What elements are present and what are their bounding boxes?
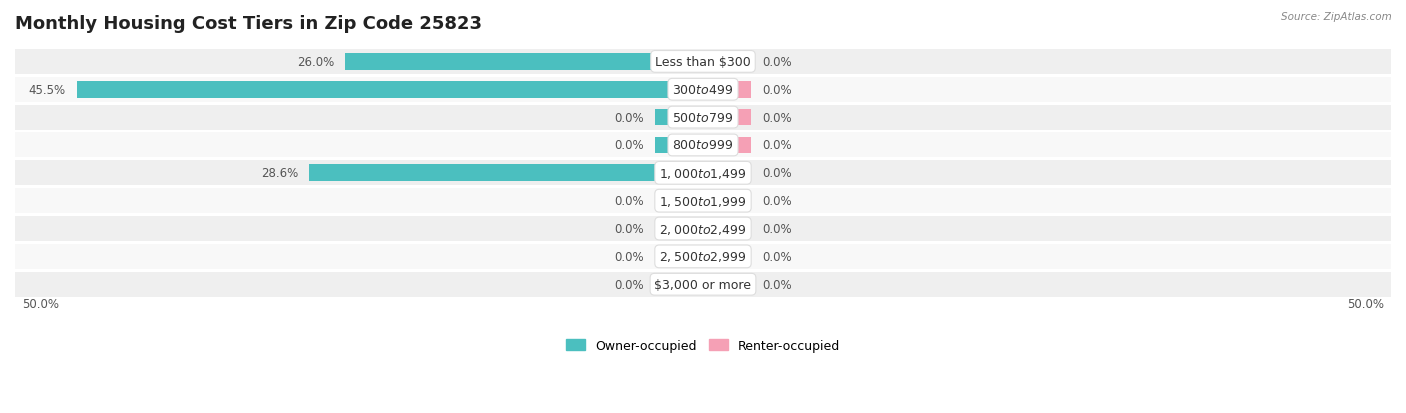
Text: 0.0%: 0.0% [762,278,792,291]
Text: $500 to $799: $500 to $799 [672,112,734,124]
Text: 0.0%: 0.0% [762,56,792,69]
Bar [655,249,703,265]
Text: 28.6%: 28.6% [262,167,298,180]
Bar [15,244,1391,269]
Bar [703,165,751,182]
Text: 0.0%: 0.0% [762,167,792,180]
Bar [703,193,751,209]
Bar [15,133,1391,158]
Bar [309,165,703,182]
Text: Less than $300: Less than $300 [655,56,751,69]
Bar [703,54,751,71]
Text: $300 to $499: $300 to $499 [672,83,734,97]
Text: $2,000 to $2,499: $2,000 to $2,499 [659,222,747,236]
Text: $3,000 or more: $3,000 or more [655,278,751,291]
Bar [15,78,1391,102]
Text: $1,500 to $1,999: $1,500 to $1,999 [659,194,747,208]
Text: 26.0%: 26.0% [297,56,335,69]
Legend: Owner-occupied, Renter-occupied: Owner-occupied, Renter-occupied [561,334,845,357]
Bar [655,193,703,209]
Bar [15,50,1391,75]
Text: $2,500 to $2,999: $2,500 to $2,999 [659,250,747,264]
Text: $800 to $999: $800 to $999 [672,139,734,152]
Bar [703,221,751,237]
Text: 45.5%: 45.5% [28,83,66,97]
Bar [15,272,1391,297]
Text: 0.0%: 0.0% [762,139,792,152]
Bar [655,276,703,293]
Bar [703,137,751,154]
Bar [655,109,703,126]
Bar [703,249,751,265]
Bar [77,82,703,98]
Bar [703,276,751,293]
Bar [15,216,1391,242]
Text: 0.0%: 0.0% [614,250,644,263]
Text: 0.0%: 0.0% [614,112,644,124]
Text: 0.0%: 0.0% [762,83,792,97]
Bar [703,82,751,98]
Text: Monthly Housing Cost Tiers in Zip Code 25823: Monthly Housing Cost Tiers in Zip Code 2… [15,15,482,33]
Bar [15,105,1391,131]
Text: 0.0%: 0.0% [614,195,644,208]
Bar [15,161,1391,186]
Text: Source: ZipAtlas.com: Source: ZipAtlas.com [1281,12,1392,22]
Text: 50.0%: 50.0% [22,297,59,310]
Text: 0.0%: 0.0% [614,278,644,291]
Text: $1,000 to $1,499: $1,000 to $1,499 [659,166,747,180]
Text: 50.0%: 50.0% [1347,297,1384,310]
Text: 0.0%: 0.0% [762,223,792,235]
Text: 0.0%: 0.0% [614,223,644,235]
Text: 0.0%: 0.0% [762,250,792,263]
Bar [346,54,703,71]
Bar [655,221,703,237]
Bar [703,109,751,126]
Text: 0.0%: 0.0% [762,112,792,124]
Bar [15,189,1391,214]
Bar [655,137,703,154]
Text: 0.0%: 0.0% [614,139,644,152]
Text: 0.0%: 0.0% [762,195,792,208]
